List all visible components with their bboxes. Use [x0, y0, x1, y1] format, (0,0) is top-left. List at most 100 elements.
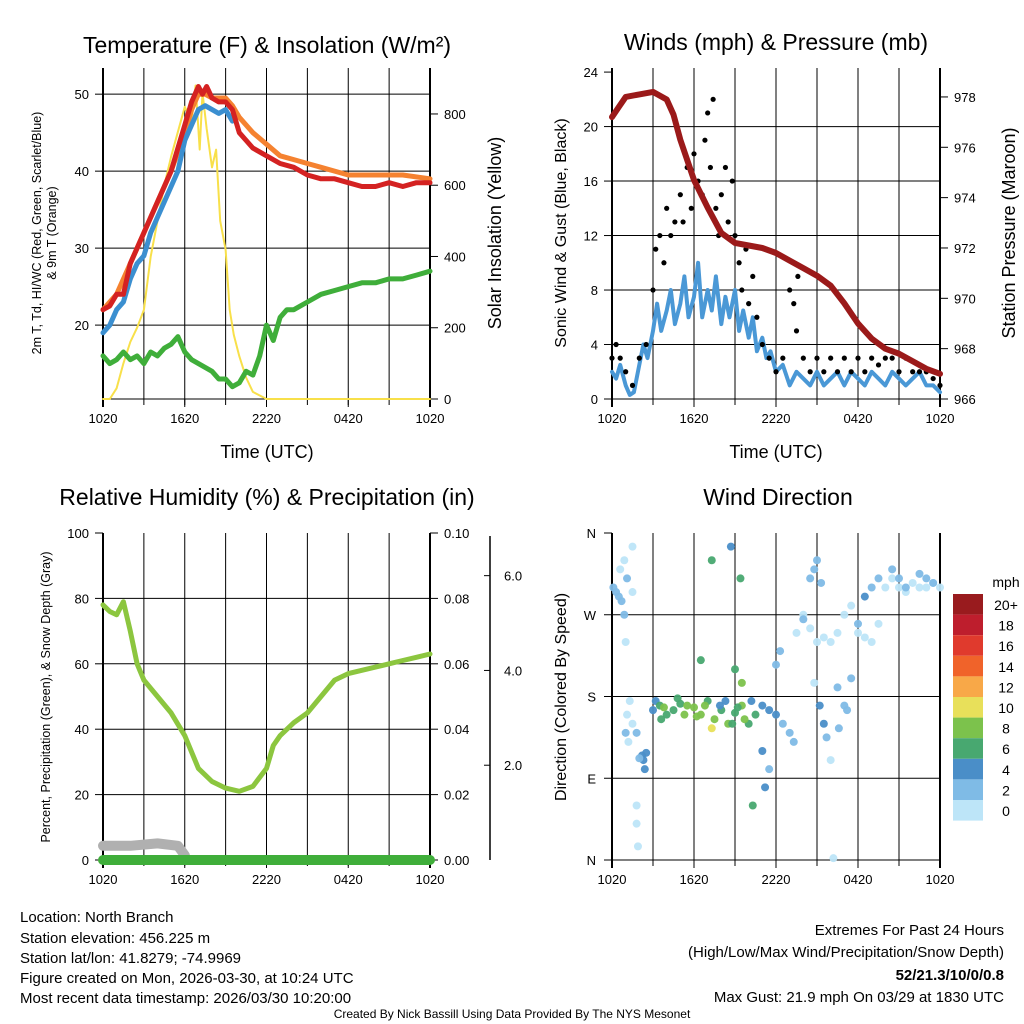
gust-point	[828, 355, 834, 361]
x-tick-label: 1620	[170, 411, 199, 426]
gust-point	[661, 260, 667, 266]
x-tick-label: 0420	[844, 411, 873, 426]
right-y-tick-label: 0.04	[444, 722, 469, 737]
gust-point	[750, 273, 756, 280]
gust-point	[677, 192, 683, 198]
wind-direction-point	[813, 638, 821, 646]
wind-direction-point	[623, 710, 632, 719]
plot-area-0: 1020 1620 2220 0420 1020 20 30 40 50 0 200 400 600 80…	[75, 68, 466, 426]
legend-label: 4	[1002, 762, 1010, 778]
gust-point	[773, 369, 779, 375]
wind-direction-point	[721, 697, 730, 706]
gust-point	[862, 369, 868, 375]
wind-direction-point	[740, 715, 749, 724]
wind-direction-point	[761, 783, 770, 792]
wind-direction-point	[728, 719, 737, 728]
right-y-tick-label: 966	[954, 392, 976, 407]
plot-area-1: 1020 1620 2220 0420 102004812162024966968970…	[584, 65, 976, 426]
direction-tick-label: S	[587, 690, 596, 705]
wind-direction-point	[929, 578, 938, 587]
legend-swatch	[953, 738, 983, 759]
wind-direction-point	[632, 819, 641, 828]
wind-direction-point	[726, 542, 735, 551]
right-y-tick-label: 974	[954, 191, 976, 206]
wind-direction-point	[922, 574, 931, 583]
wind-direction-point	[628, 588, 637, 597]
temperature-x-label: Time (UTC)	[220, 442, 313, 462]
gust-point	[722, 164, 729, 171]
wind-direction-point	[860, 633, 869, 642]
gust-point	[725, 219, 731, 225]
legend-label: 0	[1002, 803, 1010, 819]
extremes-subtitle: (High/Low/Max Wind/Precipitation/Snow De…	[688, 944, 1004, 961]
solar-y-label: Solar Insolation (Yellow)	[485, 137, 505, 329]
station-pressure-line	[609, 88, 943, 377]
wind-direction-point	[620, 556, 629, 565]
gust-point	[732, 232, 738, 239]
gust-point	[739, 287, 745, 293]
y-tick-label: 20	[75, 788, 89, 803]
x-tick-label: 2220	[762, 411, 791, 426]
gust-point	[653, 246, 659, 252]
wind-direction-point	[829, 854, 838, 863]
x-tick-label: 1020	[926, 411, 955, 426]
wind-direction-point	[792, 628, 801, 637]
gust-point	[664, 205, 670, 211]
x-tick-label: 1620	[680, 872, 709, 887]
wind-direction-point	[620, 610, 629, 619]
gust-point	[875, 362, 882, 368]
y-tick-label: 100	[67, 526, 89, 541]
gust-point	[791, 301, 797, 307]
latlon-text: Station lat/lon: 41.8279; -74.9969	[20, 950, 241, 967]
y-tick-label: 20	[75, 318, 89, 333]
gust-point	[889, 355, 895, 361]
right-y-tick-label: 0.00	[444, 853, 469, 868]
gust-point	[650, 287, 656, 293]
wind-direction-point	[799, 615, 808, 624]
legend-swatch	[953, 655, 983, 677]
y-tick-label: 4	[591, 338, 598, 353]
hi-wc-line	[100, 103, 235, 336]
y-tick-label: 40	[75, 164, 89, 179]
direction-tick-label: E	[587, 771, 596, 786]
wind-direction-point	[673, 694, 682, 703]
x-tick-label: 2220	[252, 411, 281, 426]
gust-point	[707, 164, 714, 171]
right-y-tick-label: 0.10	[444, 526, 469, 541]
gust-point	[800, 355, 806, 361]
legend-swatch	[953, 717, 983, 739]
wind-direction-point	[936, 583, 944, 592]
direction-tick-label: N	[587, 853, 596, 868]
legend-swatch	[953, 779, 983, 800]
legend-label: 14	[998, 659, 1014, 675]
legend-swatch	[953, 635, 983, 656]
wind-direction-point	[847, 674, 856, 683]
wind-direction-point	[822, 733, 831, 742]
x-tick-label: 1020	[926, 872, 955, 887]
wind-direction-chart-title: Wind Direction	[703, 484, 853, 510]
wind-direction-point	[901, 583, 910, 592]
gust-point	[705, 110, 711, 116]
y-tick-label: 50	[75, 87, 89, 102]
timestamp-text: Most recent data timestamp: 2026/03/30 1…	[20, 990, 351, 1007]
snow-depth-line	[98, 838, 190, 861]
wind-direction-point	[748, 801, 757, 810]
wind-direction-point	[915, 569, 924, 578]
elevation-text: Station elevation: 456.225 m	[20, 930, 210, 947]
wind-direction-point	[776, 647, 785, 656]
wind-direction-point	[895, 583, 903, 592]
legend-label: 8	[1002, 721, 1010, 737]
gust-point	[718, 192, 724, 198]
wind-direction-point	[700, 701, 709, 710]
extremes-title: Extremes For Past 24 Hours	[815, 922, 1004, 939]
legend-label: 12	[998, 679, 1014, 695]
wind-direction-point	[826, 638, 835, 646]
temperature-y-label-line1: 2m T, Td, HI/WC (Red, Green, Scarlet/Blu…	[30, 112, 44, 355]
wind-direction-point	[819, 633, 828, 642]
y-tick-label: 0	[82, 853, 89, 868]
wind-direction-point	[806, 624, 815, 633]
gust-point	[702, 137, 708, 143]
snow-y-tick-label: 2.0	[504, 758, 522, 773]
location-text: Location: North Branch	[20, 909, 173, 926]
